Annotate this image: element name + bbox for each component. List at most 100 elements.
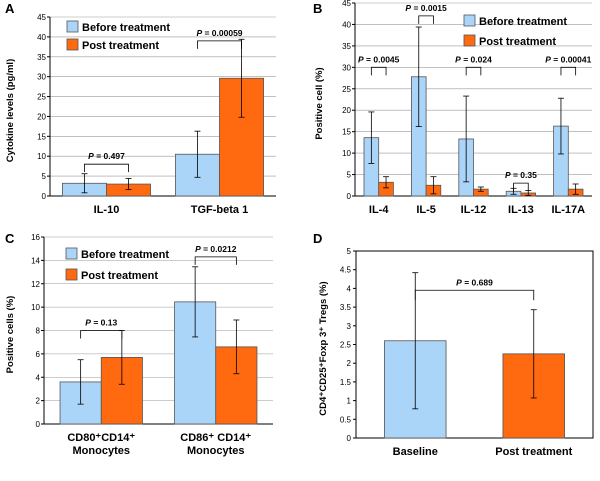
p-value-label: P = 0.0015 — [405, 3, 447, 13]
y-tick-label: 20 — [37, 112, 46, 121]
y-tick-label: 4.5 — [340, 266, 352, 275]
y-tick-label: 10 — [31, 303, 40, 312]
chart-panel-c: C 0 2 4 6 8 10 12 14 16 Positive cells (%) CD80⁺CD1… — [5, 231, 273, 457]
legend-swatch — [65, 268, 78, 281]
y-tick-label: 5 — [347, 247, 352, 256]
p-value-label: P = 0.00059 — [196, 28, 242, 38]
legend-label: Post treatment — [82, 40, 159, 52]
panel-label: A — [5, 1, 15, 16]
y-tick-label: 0.5 — [340, 415, 352, 424]
y-tick-label: 35 — [342, 42, 351, 51]
y-tick-label: 5 — [347, 171, 352, 180]
legend-swatch — [66, 38, 79, 51]
chart-panel-d: D 0 0.5 1 1.5 2 2.5 3 3.5 4 4.5 5 CD4⁺CD25⁺Foxp 3⁺ T… — [313, 231, 594, 458]
y-tick-label: 15 — [37, 132, 46, 141]
x-tick-label: IL-13 — [508, 204, 534, 216]
significance-bracket — [370, 66, 387, 76]
y-tick-label: 5 — [42, 172, 47, 181]
x-tick-label: Monocytes — [187, 445, 244, 457]
y-tick-label: 3 — [347, 322, 352, 331]
p-value-label: P = 0.689 — [456, 277, 493, 287]
y-tick-label: 10 — [37, 152, 46, 161]
y-tick-label: 2.5 — [340, 341, 352, 350]
significance-bracket — [197, 40, 242, 49]
y-tick-label: 30 — [342, 63, 351, 72]
x-tick-label: IL-17A — [551, 204, 585, 216]
y-tick-label: 0 — [347, 192, 352, 201]
significance-bracket — [80, 330, 123, 339]
y-tick-label: 16 — [31, 233, 40, 242]
y-tick-label: 1.5 — [340, 378, 352, 387]
y-tick-label: 20 — [342, 106, 351, 115]
legend-swatch — [463, 34, 476, 47]
x-tick-label: CD86⁺ CD14⁺ — [180, 432, 251, 444]
y-tick-label: 14 — [31, 256, 40, 265]
y-tick-label: 10 — [342, 149, 351, 158]
panel-label: B — [313, 1, 322, 16]
y-tick-label: 15 — [342, 128, 351, 137]
significance-bracket — [84, 163, 129, 173]
y-tick-label: 25 — [342, 85, 351, 94]
y-tick-label: 0 — [36, 420, 41, 429]
significance-bracket — [194, 256, 237, 265]
y-tick-label: 4 — [347, 284, 352, 293]
legend-label: Post treatment — [479, 36, 556, 48]
x-tick-label: IL-12 — [461, 204, 487, 216]
y-tick-label: 8 — [36, 327, 41, 336]
legend-swatch — [463, 14, 476, 27]
y-tick-label: 35 — [37, 53, 46, 62]
legend-label: Post treatment — [81, 270, 158, 282]
chart-panel-b: B 0 5 10 15 20 25 30 35 40 45 Positive cell (%) IL-4… — [313, 0, 592, 216]
y-tick-label: 30 — [37, 73, 46, 82]
y-axis-title: Positive cell (%) — [314, 67, 325, 139]
p-value-label: P = 0.35 — [505, 170, 537, 180]
legend-label: Before treatment — [479, 16, 567, 28]
x-tick-label: TGF-beta 1 — [191, 204, 248, 216]
y-tick-label: 2 — [347, 359, 352, 368]
p-value-label: P = 0.0045 — [358, 54, 400, 64]
significance-bracket — [414, 289, 535, 301]
y-tick-label: 45 — [342, 0, 351, 8]
x-tick-label: CD80⁺CD14⁺ — [67, 432, 135, 444]
significance-bracket — [513, 182, 529, 192]
y-tick-label: 2 — [36, 397, 41, 406]
y-tick-label: 12 — [31, 280, 40, 289]
x-tick-label: Baseline — [393, 446, 438, 458]
legend-label: Before treatment — [81, 249, 169, 261]
bar — [174, 301, 217, 425]
x-tick-label: Monocytes — [73, 445, 130, 457]
p-value-label: P = 0.0212 — [195, 244, 237, 254]
p-value-label: P = 0.13 — [85, 318, 117, 328]
p-value-label: P = 0.497 — [88, 151, 125, 161]
legend-swatch — [65, 247, 78, 260]
y-tick-label: 6 — [36, 350, 41, 359]
x-tick-label: IL-4 — [369, 204, 389, 216]
y-tick-label: 3.5 — [340, 303, 352, 312]
legend-label: Before treatment — [82, 22, 170, 34]
significance-bracket — [560, 66, 577, 76]
p-value-label: P = 0.024 — [455, 54, 492, 64]
y-tick-label: 0 — [347, 434, 352, 443]
y-tick-label: 25 — [37, 93, 46, 102]
panel-label: D — [313, 231, 322, 246]
y-tick-label: 45 — [37, 13, 46, 22]
significance-bracket — [465, 66, 482, 76]
chart-panel-a: A 0 5 10 15 20 25 30 35 40 45 Cytokine levels (pg/m… — [5, 1, 276, 216]
p-value-label: P = 0.00041 — [545, 54, 591, 64]
y-tick-label: 40 — [37, 33, 46, 42]
y-axis-title: Positive cells (%) — [5, 296, 16, 374]
panel-label: C — [5, 231, 15, 246]
y-tick-label: 4 — [36, 373, 41, 382]
y-tick-label: 0 — [42, 192, 47, 201]
significance-bracket — [418, 15, 434, 24]
legend-swatch — [66, 20, 79, 33]
x-tick-label: IL-10 — [94, 204, 120, 216]
y-tick-label: 1 — [347, 397, 352, 406]
y-axis-title: Cytokine levels (pg/ml) — [5, 59, 16, 162]
x-tick-label: Post treatment — [495, 446, 572, 458]
y-axis-title: CD4⁺CD25⁺Foxp 3⁺ Tregs (%) — [318, 281, 329, 415]
plot-frame — [355, 250, 594, 439]
y-tick-label: 40 — [342, 20, 351, 29]
x-tick-label: IL-5 — [416, 204, 436, 216]
